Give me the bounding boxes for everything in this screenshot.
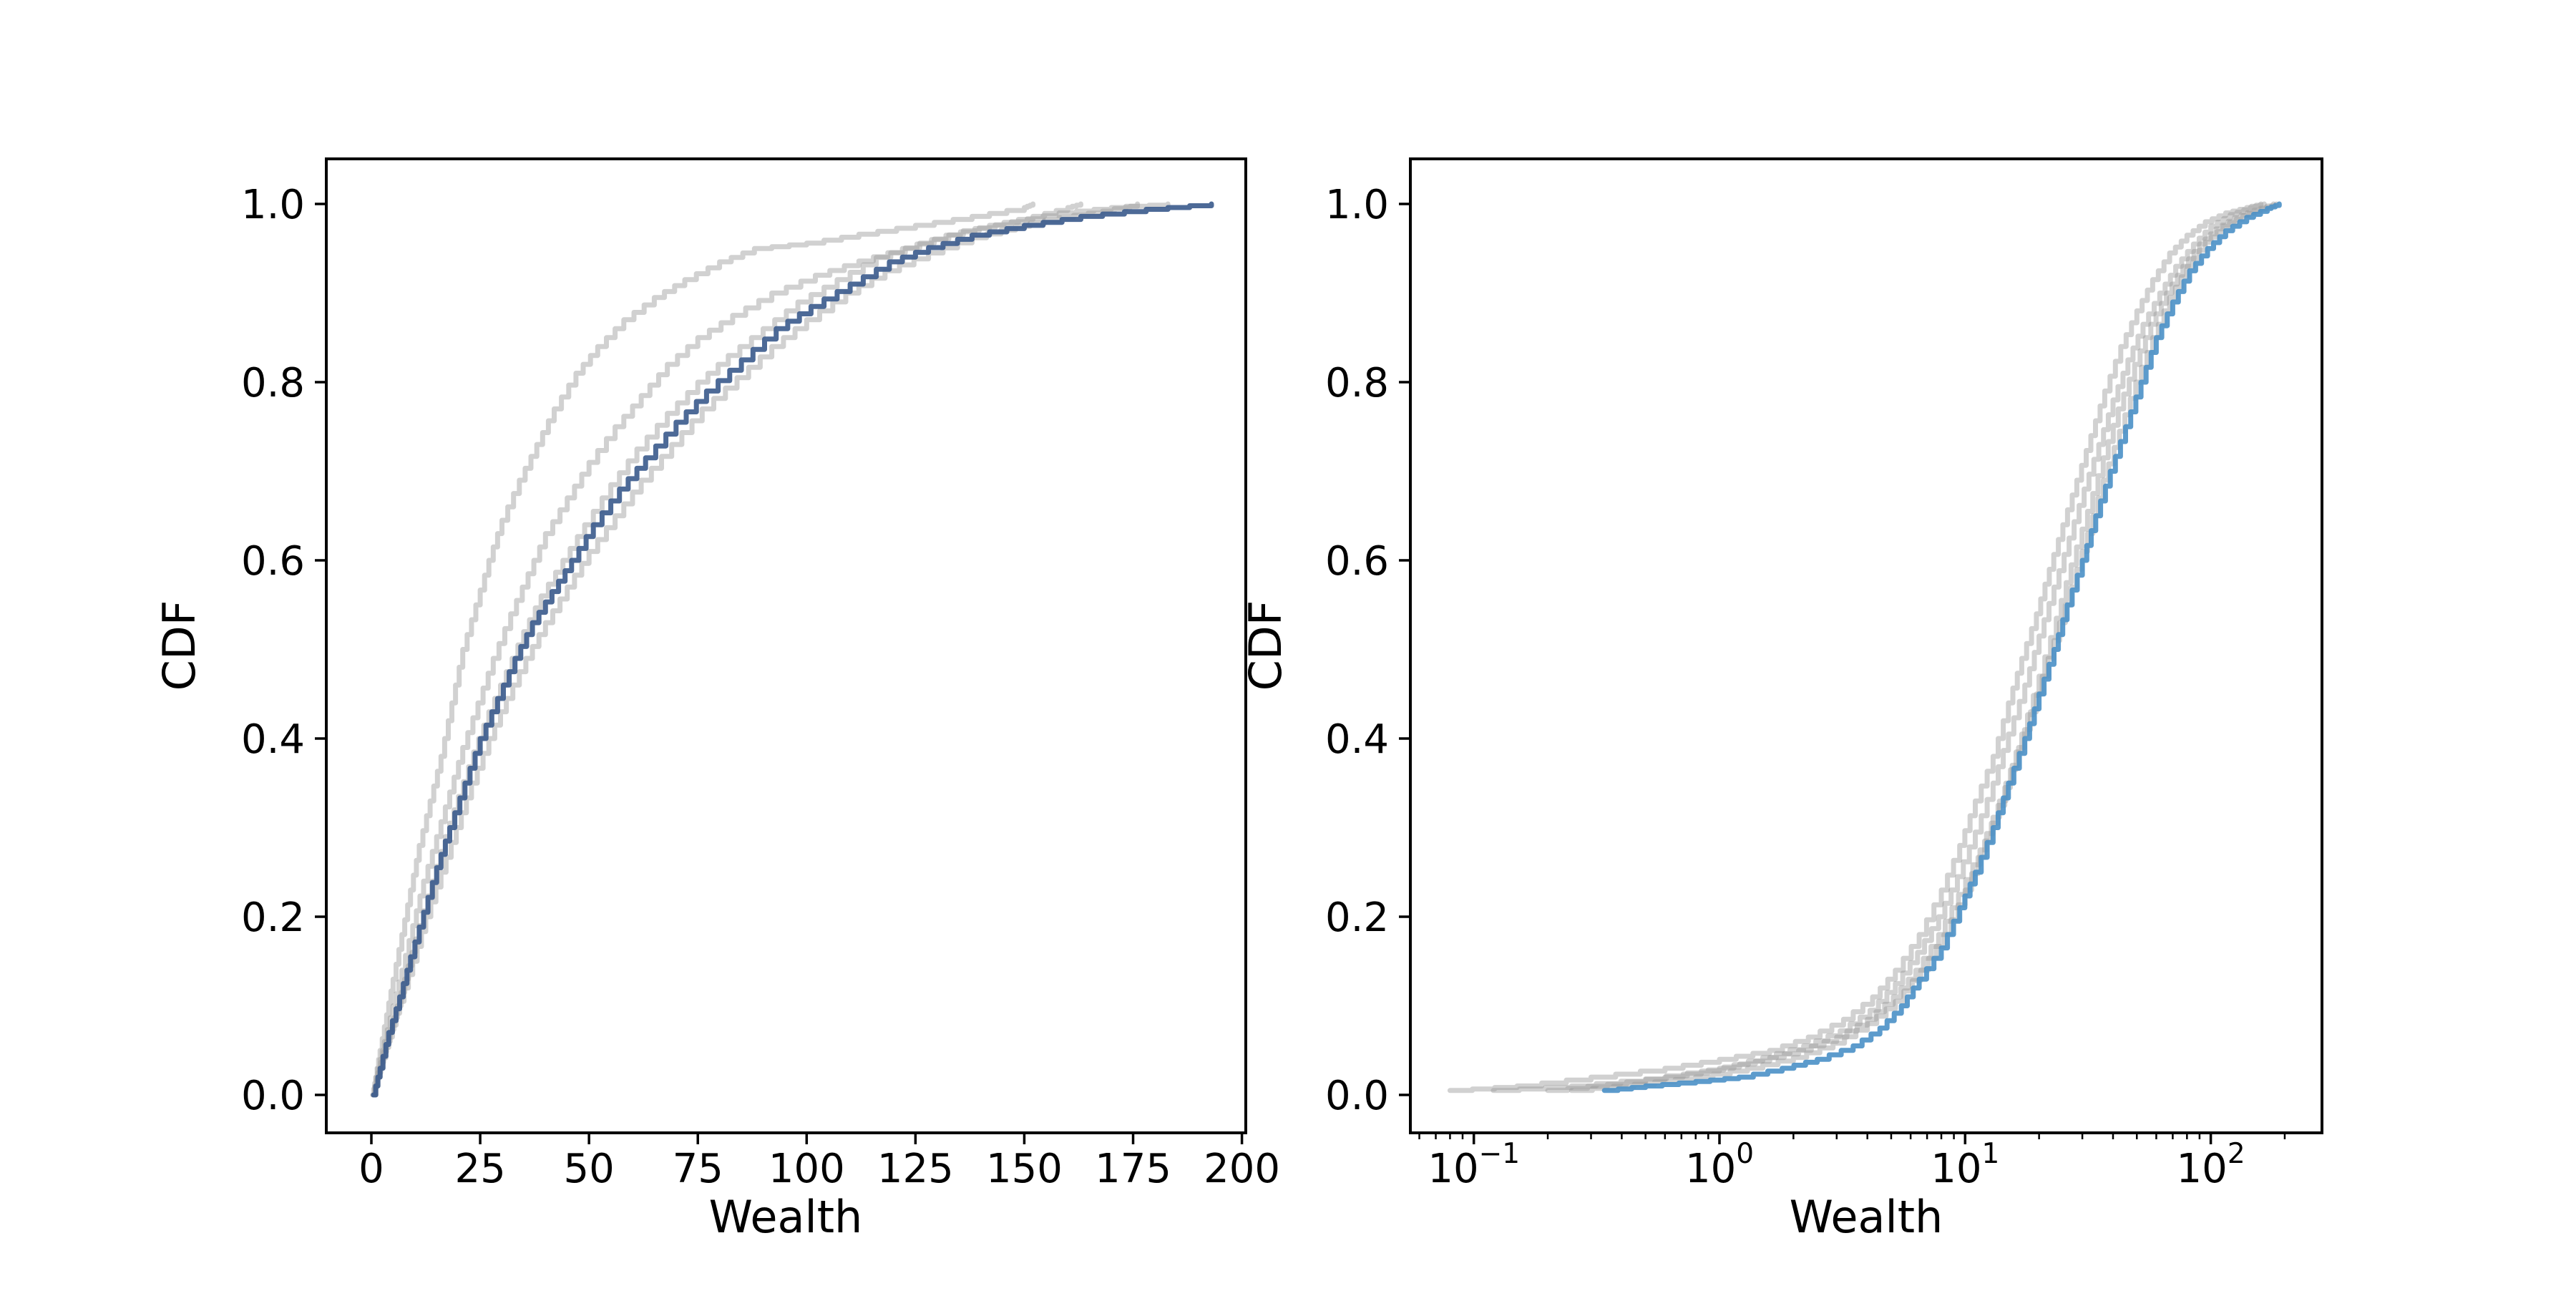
y-tick-label: 0.4	[241, 716, 305, 763]
x-tick-label: 50	[564, 1146, 615, 1192]
series-run-2	[1545, 201, 2267, 1093]
y-tick-label: 0.6	[1325, 538, 1389, 585]
x-tick-label: 175	[1095, 1146, 1171, 1192]
y-tick-label: 0.2	[241, 895, 305, 941]
series-run-2	[370, 201, 1083, 1098]
plot-spines	[325, 157, 1247, 1134]
x-tick-label: 100	[769, 1146, 845, 1192]
y-tick-label: 0.2	[1325, 895, 1389, 941]
series-run-4	[371, 201, 1141, 1098]
x-tick-label: 75	[673, 1146, 723, 1192]
series-run-1	[370, 201, 1036, 1098]
x-tick-label: 125	[877, 1146, 954, 1192]
y-tick-label: 0.6	[241, 538, 305, 585]
series-run-1	[1447, 201, 2264, 1093]
left-plot-ylabel: CDF	[153, 600, 205, 691]
y-tick-label: 1.0	[1325, 182, 1389, 228]
left-plot-xlabel: Wealth	[709, 1191, 863, 1243]
right-plot-log-cdf: 10−1 100 101 102 0.0 0.2 0.4 0.6 0.8 1.0 Wealth C…	[1239, 157, 2323, 1243]
series-highlighted-run	[371, 201, 1214, 1098]
x-tick-label: 0	[358, 1146, 384, 1192]
plot-spines	[1409, 157, 2323, 1134]
y-tick-label: 0.8	[241, 360, 305, 406]
left-plot-curves	[370, 201, 1214, 1098]
x-tick-label: 200	[1204, 1146, 1280, 1192]
y-tick-label: 1.0	[241, 182, 305, 228]
y-tick-label: 0.0	[241, 1073, 305, 1119]
y-tick-label: 0.0	[1325, 1073, 1389, 1119]
right-plot-axes: 10−1 100 101 102 0.0 0.2 0.4 0.6 0.8 1.0	[1325, 157, 2323, 1192]
x-tick-label: 100	[1685, 1138, 1754, 1192]
left-plot-linear-cdf: 0 25 50 75 100 125 150 175 200 0.0 0.2 0.4 0.6 0.8 1.0…	[153, 157, 1280, 1243]
y-tick-label: 0.8	[1325, 360, 1389, 406]
x-tick-label: 101	[1931, 1138, 1999, 1192]
left-plot-axes: 0 25 50 75 100 125 150 175 200 0.0 0.2 0.4 0.6 0.8 1.0	[241, 157, 1280, 1192]
series-highlighted-run	[1601, 201, 2282, 1093]
right-plot-xlabel: Wealth	[1790, 1191, 1943, 1243]
x-tick-label: 150	[986, 1146, 1063, 1192]
right-plot-curves	[1447, 201, 2282, 1093]
x-tick-label: 10−1	[1428, 1138, 1520, 1192]
y-tick-label: 0.4	[1325, 716, 1389, 763]
right-plot-ylabel: CDF	[1239, 600, 1292, 691]
x-tick-label: 102	[2177, 1138, 2245, 1192]
x-tick-label: 25	[454, 1146, 505, 1192]
series-run-3	[1568, 201, 2276, 1093]
